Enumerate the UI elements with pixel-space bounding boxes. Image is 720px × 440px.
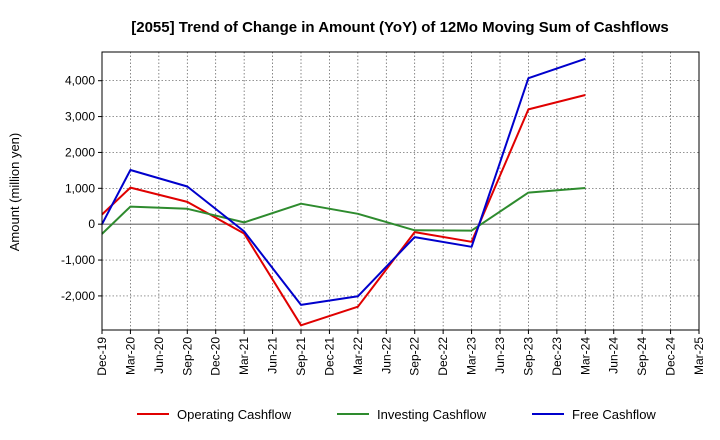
x-tick-label: Jun-22 (379, 337, 393, 374)
x-tick-label: Sep-20 (180, 337, 194, 376)
y-tick-label: 3,000 (65, 110, 95, 124)
x-tick-label: Dec-23 (550, 337, 564, 376)
legend: Operating Cashflow Investing Cashflow Free… (137, 407, 656, 422)
grid (101, 52, 700, 330)
series-line-free-cashflow (101, 57, 586, 306)
y-ticks: -2,000 -1,000 0 1,000 2,000 3,000 4,000 (61, 74, 102, 303)
x-tick-label: Sep-21 (294, 337, 308, 376)
chart-title: [2055] Trend of Change in Amount (YoY) o… (131, 19, 669, 36)
y-tick-label: -1,000 (61, 253, 95, 267)
x-tick-label: Mar-20 (123, 337, 137, 375)
y-tick-label: -2,000 (61, 289, 95, 303)
x-tick-label: Jun-23 (493, 337, 507, 374)
x-tick-label: Jun-20 (152, 337, 166, 374)
x-tick-label: Dec-21 (322, 337, 336, 376)
x-tick-label: Dec-22 (436, 337, 450, 376)
x-tick-label: Dec-19 (95, 337, 109, 376)
x-tick-label: Sep-24 (635, 337, 649, 376)
series-line-investing-cashflow (101, 187, 586, 235)
x-ticks: Dec-19 Mar-20 Jun-20 Sep-20 Dec-20 Mar-21 Jun-… (95, 330, 706, 376)
x-tick-label: Mar-22 (351, 337, 365, 375)
series-line-operating-cashflow (101, 94, 586, 327)
x-tick-label: Dec-20 (209, 337, 223, 376)
y-tick-label: 0 (88, 217, 95, 231)
legend-label: Operating Cashflow (177, 407, 292, 422)
x-tick-label: Sep-23 (521, 337, 535, 376)
x-tick-label: Mar-21 (237, 337, 251, 375)
y-axis-label: Amount (million yen) (7, 133, 22, 252)
y-tick-label: 4,000 (65, 74, 95, 88)
y-tick-label: 1,000 (65, 181, 95, 195)
x-tick-label: Dec-24 (664, 337, 678, 376)
x-tick-label: Mar-25 (692, 337, 706, 375)
legend-label: Investing Cashflow (377, 407, 487, 422)
y-tick-label: 2,000 (65, 145, 95, 159)
series-group (101, 57, 586, 327)
x-tick-label: Jun-24 (607, 337, 621, 374)
x-tick-label: Mar-24 (578, 337, 592, 375)
plot-frame (101, 51, 700, 331)
x-tick-label: Mar-23 (465, 337, 479, 375)
x-tick-label: Sep-22 (408, 337, 422, 376)
legend-label: Free Cashflow (572, 407, 656, 422)
x-tick-label: Jun-21 (266, 337, 280, 374)
